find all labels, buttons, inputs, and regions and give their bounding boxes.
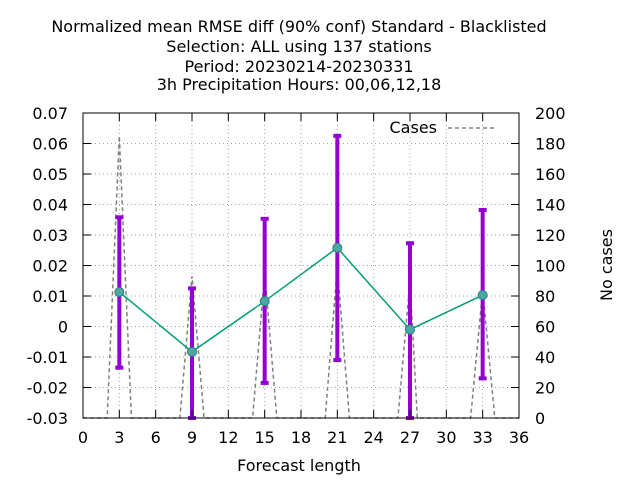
y2-axis-label: No cases <box>597 229 616 301</box>
x-tick-label: 21 <box>327 428 347 447</box>
y2-tick-label: 100 <box>535 257 566 276</box>
x-tick-label: 3 <box>114 428 124 447</box>
x-tick-label: 6 <box>151 428 161 447</box>
y2-tick-label: 0 <box>535 409 545 428</box>
legend-label-cases: Cases <box>390 118 438 137</box>
y-tick-label: -0.03 <box>27 409 68 428</box>
cases-line <box>83 135 519 419</box>
data-point <box>114 287 125 298</box>
data-point <box>332 242 343 253</box>
y2-tick-label: 180 <box>535 135 566 154</box>
x-tick-label: 24 <box>363 428 383 447</box>
x-tick-label: 30 <box>436 428 456 447</box>
x-tick-label: 27 <box>400 428 420 447</box>
x-tick-label: 36 <box>509 428 529 447</box>
x-tick-label: 12 <box>218 428 238 447</box>
y-tick-label: 0.07 <box>32 104 68 123</box>
title-line-4: 3h Precipitation Hours: 00,06,12,18 <box>157 75 442 94</box>
x-tick-label: 0 <box>78 428 88 447</box>
y2-tick-label: 200 <box>535 104 566 123</box>
series-layer <box>114 133 488 420</box>
y-tick-label: -0.02 <box>27 379 68 398</box>
x-tick-label: 18 <box>291 428 311 447</box>
y2-axis: 0 20 40 60 80 100 120 140 160 180 200 <box>511 104 566 428</box>
y-axis: -0.03 -0.02 -0.01 0 0.01 0.02 0.03 0.04 0.05 0.06… <box>27 104 91 428</box>
title-line-2: Selection: ALL using 137 stations <box>166 37 431 56</box>
rmse-diff-line <box>118 246 484 353</box>
y2-tick-label: 60 <box>535 318 555 337</box>
y2-tick-label: 80 <box>535 287 555 306</box>
legend: Cases <box>390 118 496 137</box>
data-point <box>187 346 197 357</box>
data-point <box>405 324 415 335</box>
y2-tick-label: 120 <box>535 226 566 245</box>
y2-tick-label: 40 <box>535 348 555 367</box>
y-tick-label: 0 <box>58 318 68 337</box>
y-tick-label: 0.04 <box>32 196 68 215</box>
y-tick-label: -0.01 <box>27 348 68 367</box>
data-point <box>259 296 270 307</box>
y2-tick-label: 140 <box>535 196 566 215</box>
x-axis-label: Forecast length <box>237 456 361 475</box>
y-tick-label: 0.02 <box>32 257 68 276</box>
y2-tick-label: 160 <box>535 165 566 184</box>
x-tick-label: 15 <box>254 428 274 447</box>
y-tick-label: 0.01 <box>32 287 68 306</box>
y-tick-label: 0.06 <box>32 135 68 154</box>
title-line-1: Normalized mean RMSE diff (90% conf) Sta… <box>51 17 546 36</box>
data-point <box>477 290 488 301</box>
y-tick-label: 0.03 <box>32 226 68 245</box>
y2-tick-label: 20 <box>535 379 555 398</box>
chart-title: Normalized mean RMSE diff (90% conf) Sta… <box>51 17 546 94</box>
y-tick-label: 0.05 <box>32 165 68 184</box>
x-tick-label: 33 <box>472 428 492 447</box>
x-tick-label: 9 <box>187 428 197 447</box>
title-line-3: Period: 20230214-20230331 <box>184 57 413 76</box>
grid <box>83 113 519 418</box>
x-axis: 0 3 6 9 12 15 18 21 24 27 30 33 36 <box>78 113 529 447</box>
cases-layer <box>83 135 519 419</box>
